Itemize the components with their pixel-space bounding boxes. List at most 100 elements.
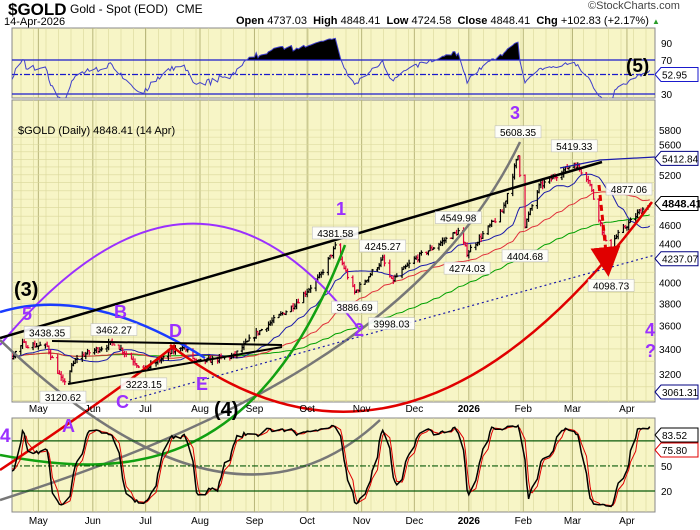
close-value: 4848.41	[490, 15, 531, 27]
price-label: 3462.27	[90, 323, 138, 337]
price-tick-label: 4600	[659, 221, 682, 232]
price-label-box	[434, 211, 482, 224]
price-label: 3223.15	[120, 377, 168, 391]
stoch-x-tick-label: 2026	[458, 516, 481, 527]
price-label-box	[23, 326, 71, 339]
price-label-text: 3462.27	[96, 326, 133, 337]
high-label: High	[313, 15, 338, 27]
price-bar	[259, 328, 263, 332]
price-label: 4877.06	[605, 182, 653, 196]
price-bar	[309, 284, 313, 293]
stoch-wave-label: 4	[0, 426, 11, 447]
price-label-text: 3438.35	[29, 328, 66, 339]
x-tick-label: Mar	[564, 404, 582, 415]
price-bar	[567, 166, 571, 170]
price-bar	[444, 236, 448, 243]
price-label: 3998.03	[368, 317, 415, 331]
wave-label-e: E	[196, 374, 208, 394]
rsi-tick-label: 30	[661, 90, 673, 101]
rsi-value-tag-box	[654, 66, 699, 82]
price-bar	[358, 281, 362, 293]
price-bar	[419, 250, 423, 256]
wave-label-3: 3	[510, 103, 520, 123]
price-bar	[493, 218, 497, 224]
x-tick-label: Aug	[191, 404, 209, 415]
main-chart-title: $GOLD (Daily) 4848.41 (14 Apr)	[18, 125, 175, 137]
red-dashed-arrow	[590, 184, 621, 277]
x-tick-label: Feb	[515, 404, 533, 415]
price-bar	[50, 355, 54, 359]
x-tick-label: Nov	[353, 404, 371, 415]
stoch-x-tick-label: Dec	[405, 516, 423, 527]
price-bar	[284, 310, 288, 316]
price-label-text: 4404.68	[507, 252, 544, 263]
stoch-k-value-tag-box	[654, 427, 699, 443]
rsi-line	[12, 37, 651, 98]
lower-rising-trendline	[67, 346, 283, 385]
price-label: 3886.69	[331, 300, 378, 314]
price-tick-label: 4400	[659, 239, 682, 250]
ma-100-line	[12, 214, 650, 357]
exchange: CME	[176, 2, 203, 16]
x-tick-label: 2026	[458, 404, 481, 415]
price-axis-tag-text: 5412.84	[662, 154, 699, 165]
price-bar	[628, 217, 632, 224]
price-bar	[382, 254, 386, 267]
chart-date: 14-Apr-2026	[4, 16, 66, 28]
stoch-d-value-tag-box	[654, 442, 699, 458]
stoch-x-tick-label: Sep	[246, 516, 264, 527]
wave-label-4-paren: (4)	[214, 399, 238, 421]
price-label-text: 4877.06	[611, 185, 648, 196]
price-bar	[100, 346, 104, 352]
price-bar	[333, 241, 337, 250]
price-label-box	[39, 390, 87, 404]
up-arrow-icon: ▲	[651, 17, 660, 26]
stoch-x-tick-label: Nov	[353, 516, 371, 527]
price-bar	[432, 247, 436, 250]
price-label-text: 4381.58	[317, 229, 354, 240]
price-axis-tag-box	[654, 195, 699, 211]
chg-value: +102.83 (+2.17%)	[560, 15, 649, 27]
high-value: 4848.41	[340, 15, 381, 27]
symbol: $GOLD	[8, 0, 67, 19]
low-label: Low	[386, 15, 409, 27]
price-label: 4245.27	[359, 239, 407, 253]
instrument-name: Gold - Spot (EOD)	[70, 2, 169, 16]
price-label-text: 4245.27	[365, 242, 402, 253]
wave-label-4: 4	[645, 320, 655, 340]
header: $GOLD Gold - Spot (EOD) CME ©StockCharts…	[0, 0, 700, 28]
close-label: Close	[457, 15, 488, 27]
price-label-text: 5608.35	[500, 128, 537, 139]
price-label: 4381.58	[311, 226, 359, 240]
price-tick-label: 5800	[659, 126, 682, 137]
price-bar	[395, 273, 399, 278]
price-tick-label: 4000	[659, 278, 682, 289]
stoch-x-tick-label: Feb	[515, 516, 533, 527]
stoch-tick-label: 20	[661, 487, 673, 498]
stoch-x-tick-label: Jul	[139, 516, 152, 527]
x-tick-label: May	[29, 404, 48, 415]
wave-label-question: ?	[645, 341, 656, 361]
open-value: 4737.03	[267, 15, 307, 27]
price-label-box	[311, 226, 359, 240]
price-label-box	[550, 139, 598, 153]
stoch-x-tick-label: Jun	[85, 516, 101, 527]
price-bar	[456, 227, 460, 236]
rsi-value-tag-text: 52.95	[662, 70, 687, 81]
price-label-box	[587, 279, 635, 292]
price-tick-label: 3400	[659, 345, 682, 356]
price-bar	[26, 345, 30, 349]
price-tick-label: 3200	[659, 370, 682, 381]
price-label-box	[443, 261, 491, 275]
price-axis-tag: 4237.07	[654, 251, 699, 267]
ma-20-line	[12, 173, 651, 363]
price-bar	[296, 298, 300, 304]
x-tick-label: Sep	[246, 404, 264, 415]
price-bar	[346, 268, 350, 280]
price-label: 5608.35	[494, 125, 542, 139]
rsi-overbought-fill	[12, 38, 650, 60]
price-label-box	[120, 377, 168, 391]
red-cycle-arc-2	[169, 201, 654, 413]
price-label-text: 3120.62	[45, 393, 82, 404]
